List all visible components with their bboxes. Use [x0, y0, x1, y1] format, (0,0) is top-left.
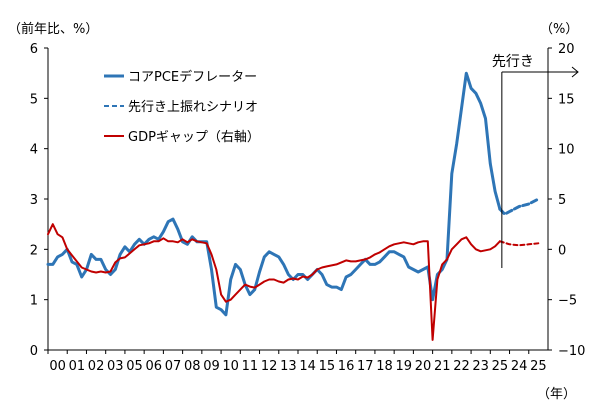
x-tick-label: 14	[299, 359, 316, 374]
x-tick-label: 09	[203, 359, 220, 374]
x-axis-unit: （年）	[537, 387, 576, 402]
x-tick-label: 08	[184, 359, 201, 374]
left-tick-label: 1	[30, 294, 38, 309]
series-line-3	[498, 240, 540, 247]
x-tick-label: 06	[145, 359, 162, 374]
left-tick-label: 0	[30, 344, 38, 359]
forecast-label: 先行き	[492, 54, 534, 70]
legend-label-core-pce: コアPCEデフレーター	[128, 69, 257, 85]
left-tick-label: 3	[30, 193, 38, 208]
x-tick-label: 20	[415, 359, 432, 374]
right-tick-label: −5	[558, 294, 577, 309]
right-tick-label: 20	[558, 42, 575, 57]
left-axis-ticks: 0 1 2 3 4 5 6	[30, 42, 48, 359]
x-tick-label: 11	[242, 359, 259, 374]
right-axis-unit: （%）	[540, 22, 578, 37]
left-tick-label: 5	[30, 92, 38, 107]
x-tick-label: 07	[165, 359, 182, 374]
x-tick-label: 21	[434, 359, 451, 374]
series-line-1	[498, 197, 540, 216]
right-tick-label: 0	[558, 243, 566, 258]
right-tick-label: 10	[558, 143, 575, 158]
right-tick-label: 5	[558, 193, 566, 208]
x-tick-label: 10	[222, 359, 239, 374]
forecast-arrow-head	[571, 66, 579, 78]
forecast-annotation: 先行き	[492, 54, 579, 268]
right-tick-label: −10	[558, 344, 585, 359]
right-axis-ticks: −10 −5 0 5 10 15 20	[548, 42, 585, 359]
x-tick-label: 23	[472, 359, 489, 374]
x-tick-label: 00	[49, 359, 66, 374]
right-tick-label: 15	[558, 92, 575, 107]
series-line-0	[46, 71, 502, 317]
x-tick-label: 01	[69, 359, 86, 374]
x-tick-label: 17	[357, 359, 374, 374]
x-tick-label: 16	[338, 359, 355, 374]
x-tick-label: 25	[492, 359, 509, 374]
x-tick-label: 13	[280, 359, 297, 374]
left-axis-unit: （前年比、%）	[8, 21, 98, 37]
x-tick-label: 03	[107, 359, 124, 374]
series-line-2	[47, 223, 501, 341]
x-axis-ticks: 00 01 02 03 05 06 07 08 09 10 11 12 13 14 15 16 17 18 19 20…	[47, 350, 547, 374]
x-tick-label: 12	[261, 359, 278, 374]
left-tick-label: 6	[30, 42, 38, 57]
legend: コアPCEデフレーター 先行き上振れシナリオ GDPギャップ（右軸）	[104, 69, 260, 145]
x-tick-label: 05	[126, 359, 143, 374]
legend-label-gdp-gap: GDPギャップ（右軸）	[128, 130, 260, 145]
x-tick-label: 22	[453, 359, 470, 374]
x-tick-label: 02	[88, 359, 105, 374]
left-tick-label: 4	[30, 143, 38, 158]
legend-label-upside: 先行き上振れシナリオ	[128, 100, 258, 115]
x-tick-label: 18	[376, 359, 393, 374]
x-tick-label: 25	[530, 359, 547, 374]
x-tick-label: 24	[511, 359, 528, 374]
left-tick-label: 2	[30, 243, 38, 258]
series-layer	[46, 71, 540, 341]
x-tick-label: 15	[319, 359, 336, 374]
x-tick-label: 19	[395, 359, 412, 374]
